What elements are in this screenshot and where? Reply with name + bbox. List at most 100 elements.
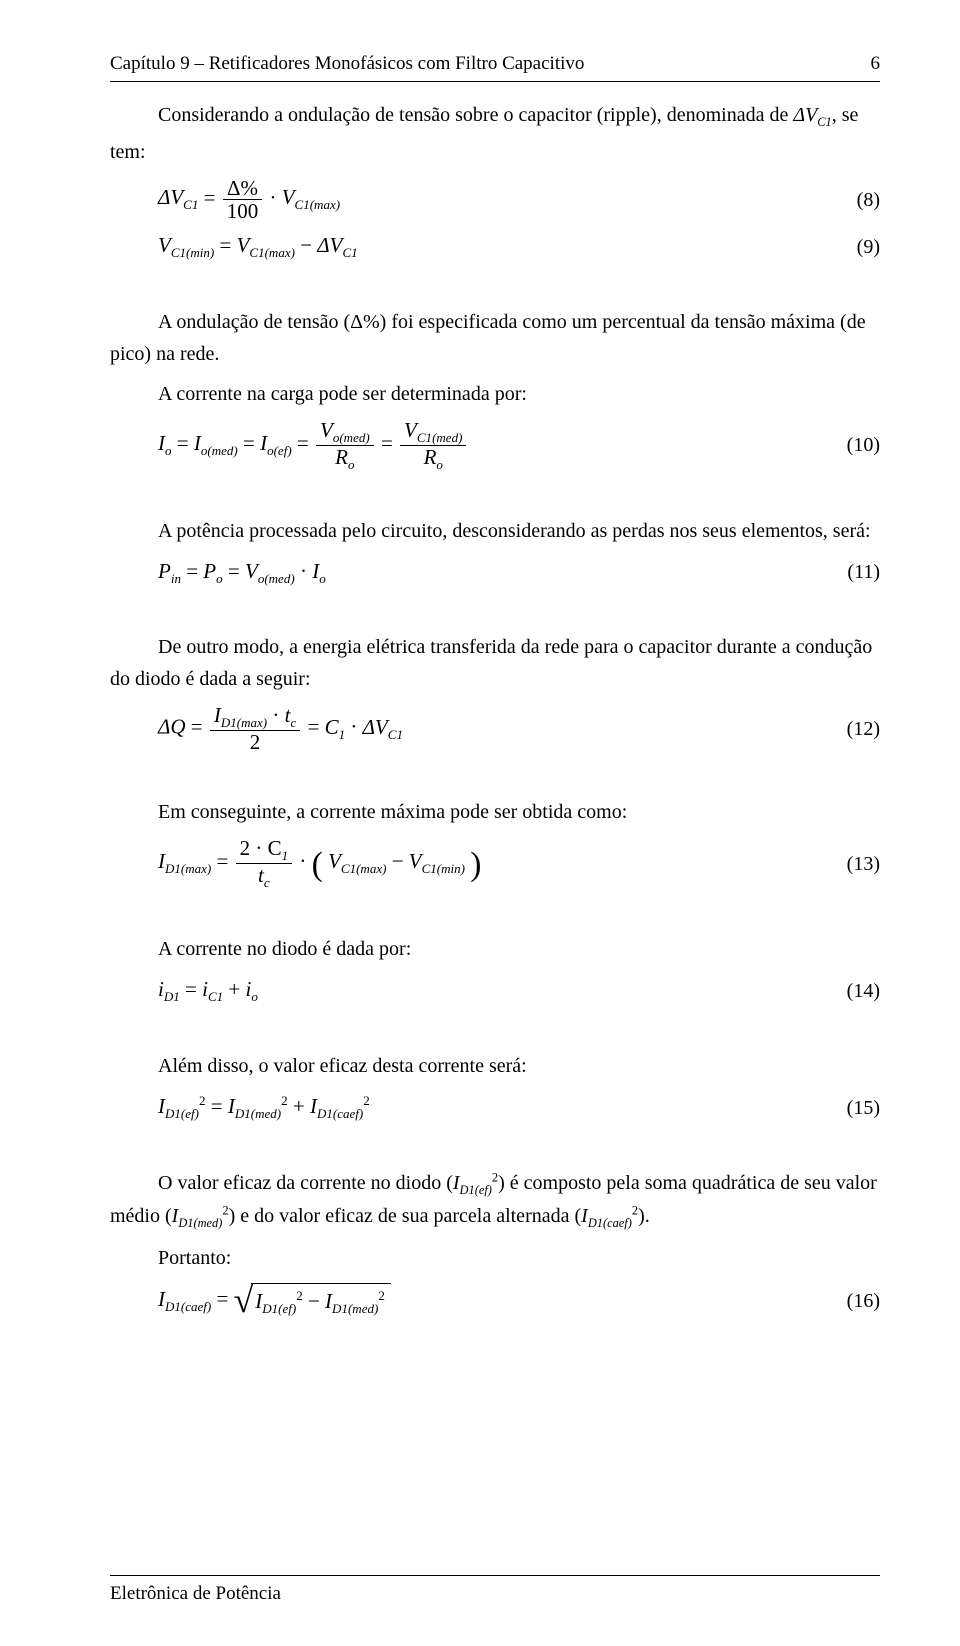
eq8-lhs: ΔV: [158, 185, 183, 209]
eq11-t2: P: [203, 559, 216, 583]
eq9-s1: C1(min): [171, 245, 214, 260]
eq13-p1: V: [328, 849, 341, 873]
eq8-lhs-sub: C1: [183, 198, 198, 213]
equation-12: ΔQ = ID1(max) · tc 2 = C1 · ΔVC1 (12): [158, 704, 880, 753]
eq11-s3: o(med): [258, 571, 295, 586]
footer-text: Eletrônica de Potência: [110, 1580, 880, 1609]
p9b-sub2: D1(caef): [588, 1216, 632, 1230]
equation-10: Io = Io(med) = Io(ef) = Vo(med) Ro = VC1…: [158, 419, 880, 472]
eq9-t1: V: [158, 233, 171, 257]
para-intro: Considerando a ondulação de tensão sobre…: [110, 100, 880, 132]
p9b-mid: ) e do valor eficaz de sua parcela alter…: [229, 1205, 582, 1227]
eq8-num: Δ%: [223, 177, 263, 200]
equation-9: VC1(min) = VC1(max) − ΔVC1 (9): [158, 230, 880, 263]
para-4: A potência processada pelo circuito, des…: [110, 516, 880, 546]
eq16-lhs: I: [158, 1287, 165, 1311]
eq16-sup2: 2: [378, 1288, 385, 1303]
eq11-s4: o: [319, 571, 326, 586]
eq15-t2: I: [228, 1094, 235, 1118]
eq10-f2n: V: [404, 418, 417, 442]
eq8-number: (8): [827, 185, 880, 215]
intro-sub: C1: [817, 115, 831, 129]
eq15-sup2: 2: [281, 1093, 288, 1108]
eq13-fd-sub: c: [264, 875, 270, 890]
eq13-p2-sub: C1(min): [422, 862, 465, 877]
eq13-number: (13): [817, 849, 880, 879]
para-10: Portanto:: [110, 1243, 880, 1273]
eq12-number: (12): [817, 714, 880, 744]
eq10-f2d-sub: o: [436, 457, 443, 472]
eq15-sup3: 2: [363, 1093, 370, 1108]
eq15-number: (15): [817, 1093, 880, 1123]
eq13-lhs: I: [158, 849, 165, 873]
p9a-mid: ) é composto pela soma quadrática de seu…: [498, 1172, 877, 1194]
para-9b: médio (ID1(med)2) e do valor eficaz de s…: [110, 1201, 880, 1233]
p9b-lead: médio (: [110, 1205, 172, 1227]
p9b-sym2: I: [581, 1205, 588, 1227]
para-5b: do diodo é dada a seguir:: [110, 664, 880, 694]
eq14-s2: C1: [208, 990, 223, 1005]
eq16-r2-sub: D1(med): [332, 1301, 378, 1316]
p9b-tail: ).: [638, 1205, 650, 1227]
para-5a: De outro modo, a energia elétrica transf…: [110, 632, 880, 662]
eq12-lhs: ΔQ: [158, 715, 186, 739]
eq12-r1-sub: 1: [339, 727, 346, 742]
eq12-num-a: I: [214, 703, 221, 727]
eq13-fn1-sub: 1: [282, 848, 289, 863]
intro-text: Considerando a ondulação de tensão sobre…: [158, 104, 793, 126]
eq12-num-a-sub: D1(max): [221, 715, 267, 730]
page-number: 6: [871, 50, 881, 79]
eq11-t1: P: [158, 559, 171, 583]
eq10-f2n-sub: C1(med): [417, 430, 463, 445]
eq13-fn1: 2 · C: [240, 836, 282, 860]
eq16-sup1: 2: [296, 1288, 303, 1303]
eq11-number: (11): [817, 557, 880, 587]
equation-16: ID1(caef) = √ ID1(ef)2 − ID1(med)2 (16): [158, 1283, 880, 1319]
eq13-p1-sub: C1(max): [341, 862, 387, 877]
eq9-s2: C1(max): [249, 245, 295, 260]
para-8: Além disso, o valor eficaz desta corrent…: [110, 1051, 880, 1081]
eq12-num-b-sub: c: [290, 715, 296, 730]
eq10-s1: o: [165, 443, 172, 458]
eq10-f2d: R: [424, 445, 437, 469]
eq10-t1: I: [158, 431, 165, 455]
equation-11: Pin = Po = Vo(med) · Io (11): [158, 556, 880, 589]
header-rule: [110, 81, 880, 82]
eq15-sup1: 2: [199, 1093, 206, 1108]
p9b-sub1: D1(med): [178, 1216, 222, 1230]
eq12-den: 2: [210, 731, 300, 753]
eq8-rhs-sub: C1(max): [295, 198, 341, 213]
eq16-number: (16): [817, 1286, 880, 1316]
eq14-s3: o: [251, 990, 258, 1005]
eq8-den: 100: [223, 200, 263, 222]
para-9a: O valor eficaz da corrente no diodo (ID1…: [110, 1168, 880, 1200]
para-6: Em conseguinte, a corrente máxima pode s…: [110, 797, 880, 827]
para-7: A corrente no diodo é dada por:: [110, 934, 880, 964]
eq9-t2: V: [237, 233, 250, 257]
p9a-sym: I: [453, 1172, 460, 1194]
eq14-s1: D1: [164, 990, 180, 1005]
eq15-t3: I: [310, 1094, 317, 1118]
eq12-r2-sub: C1: [388, 727, 403, 742]
equation-13: ID1(max) = 2 · C1 tc · ( VC1(max) − VC1(…: [158, 837, 880, 890]
eq10-f1n-sub: o(med): [333, 430, 370, 445]
eq9-t3: ΔV: [317, 233, 342, 257]
para-2b: pico) na rede.: [110, 339, 880, 369]
eq10-s3: o(ef): [267, 443, 292, 458]
eq15-s2: D1(med): [235, 1106, 281, 1121]
eq11-s1: in: [171, 571, 181, 586]
equation-14: iD1 = iC1 + io (14): [158, 974, 880, 1007]
eq11-t3: V: [245, 559, 258, 583]
page-footer: Eletrônica de Potência: [110, 1575, 880, 1609]
eq15-s1: D1(ef): [165, 1106, 199, 1121]
p9a-lead: O valor eficaz da corrente no diodo (: [158, 1172, 453, 1194]
intro-tail: , se: [832, 104, 859, 126]
footer-rule: [110, 1575, 880, 1576]
eq10-f1n: V: [320, 418, 333, 442]
eq13-lhs-sub: D1(max): [165, 862, 211, 877]
intro-sym: ΔV: [793, 104, 817, 126]
eq13-p2: V: [409, 849, 422, 873]
equation-15: ID1(ef)2 = ID1(med)2 + ID1(caef)2 (15): [158, 1091, 880, 1124]
eq15-s3: D1(caef): [317, 1106, 363, 1121]
eq9-number: (9): [827, 232, 880, 262]
